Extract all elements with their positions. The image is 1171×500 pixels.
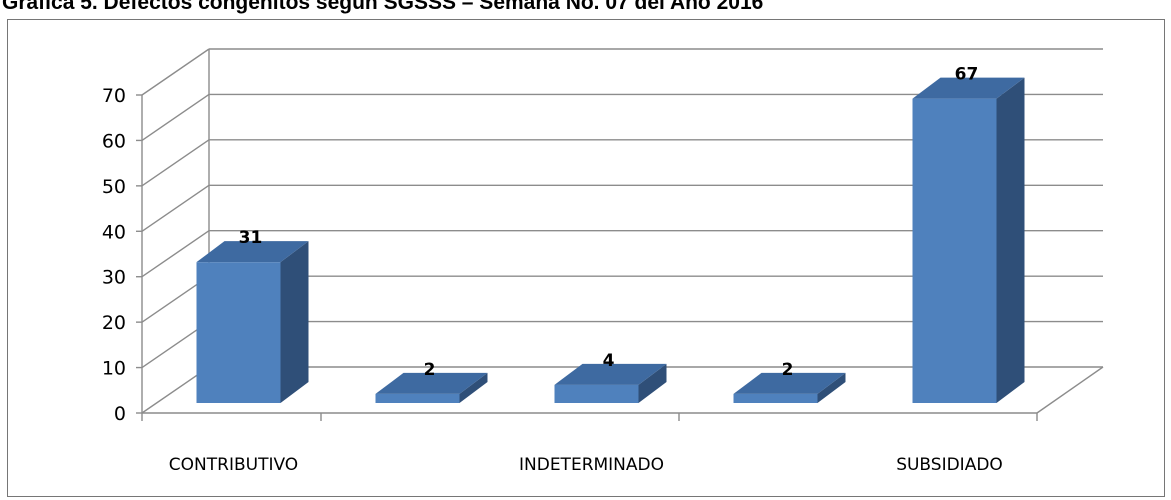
bar-side <box>817 372 846 403</box>
y-tick-label: 10 <box>102 358 126 380</box>
bar-side <box>280 241 309 403</box>
data-label: 2 <box>424 360 436 380</box>
data-label: 31 <box>239 228 263 248</box>
y-tick-label: 50 <box>102 176 126 198</box>
y-tick-label: 60 <box>102 130 126 152</box>
side-wall-line <box>141 230 210 278</box>
bar-side <box>996 77 1025 403</box>
x-tick-label: CONTRIBUTIVO <box>169 455 298 475</box>
x-tick-label: INDETERMINADO <box>519 455 664 475</box>
y-tick-label: 0 <box>114 403 126 425</box>
x-tick-label: SUBSIDIADO <box>896 455 1003 475</box>
bar-side <box>638 363 667 403</box>
chart-title: Gráfica 5. Defectos congénitos según SGS… <box>2 0 764 14</box>
bar-top <box>554 363 667 385</box>
bar[interactable] <box>375 393 460 403</box>
bar[interactable] <box>554 384 639 403</box>
data-label: 67 <box>955 65 979 85</box>
side-wall-line <box>141 184 210 232</box>
side-wall-line <box>141 139 210 187</box>
y-tick-label: 40 <box>102 221 126 243</box>
bar[interactable] <box>733 393 818 403</box>
bar-side <box>459 372 488 403</box>
bar-top <box>912 77 1025 99</box>
y-tick-label: 70 <box>102 85 126 107</box>
floor-right-edge <box>1036 366 1104 414</box>
y-tick-label: 30 <box>102 267 126 289</box>
side-wall-line <box>141 48 210 96</box>
bar-top <box>733 372 846 394</box>
bar[interactable] <box>196 262 281 403</box>
y-tick-label: 20 <box>102 312 126 334</box>
bar-top <box>375 372 488 394</box>
data-label: 2 <box>782 360 794 380</box>
bar[interactable] <box>912 98 997 403</box>
data-label: 4 <box>603 351 615 371</box>
bar-top <box>196 241 309 263</box>
side-wall-line <box>141 93 210 142</box>
